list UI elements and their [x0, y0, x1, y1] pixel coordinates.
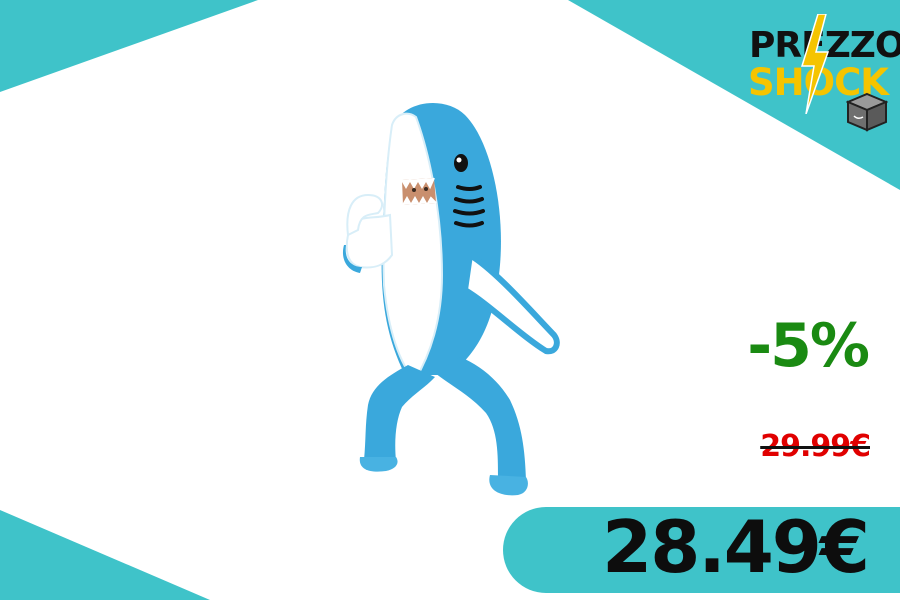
prezzo-shock-logo: PREZZO SHOCK [740, 8, 900, 132]
face-window [402, 178, 436, 205]
shark-left-leg [364, 365, 435, 466]
shark-eye [454, 154, 468, 172]
new-price: 28.49€ [602, 505, 870, 589]
discount-percentage: -5% [747, 311, 870, 381]
price-pill: 28.49€ [503, 507, 900, 593]
shark-right-fin [461, 250, 560, 355]
lightning-bolt-icon [800, 14, 830, 114]
top-left-stripe [0, 0, 258, 92]
shark-right-leg [435, 357, 526, 487]
shark-costume-image [342, 103, 560, 496]
package-box-icon [846, 92, 888, 132]
old-price: 29.99€ [760, 429, 871, 464]
bottom-left-stripe [0, 510, 210, 600]
